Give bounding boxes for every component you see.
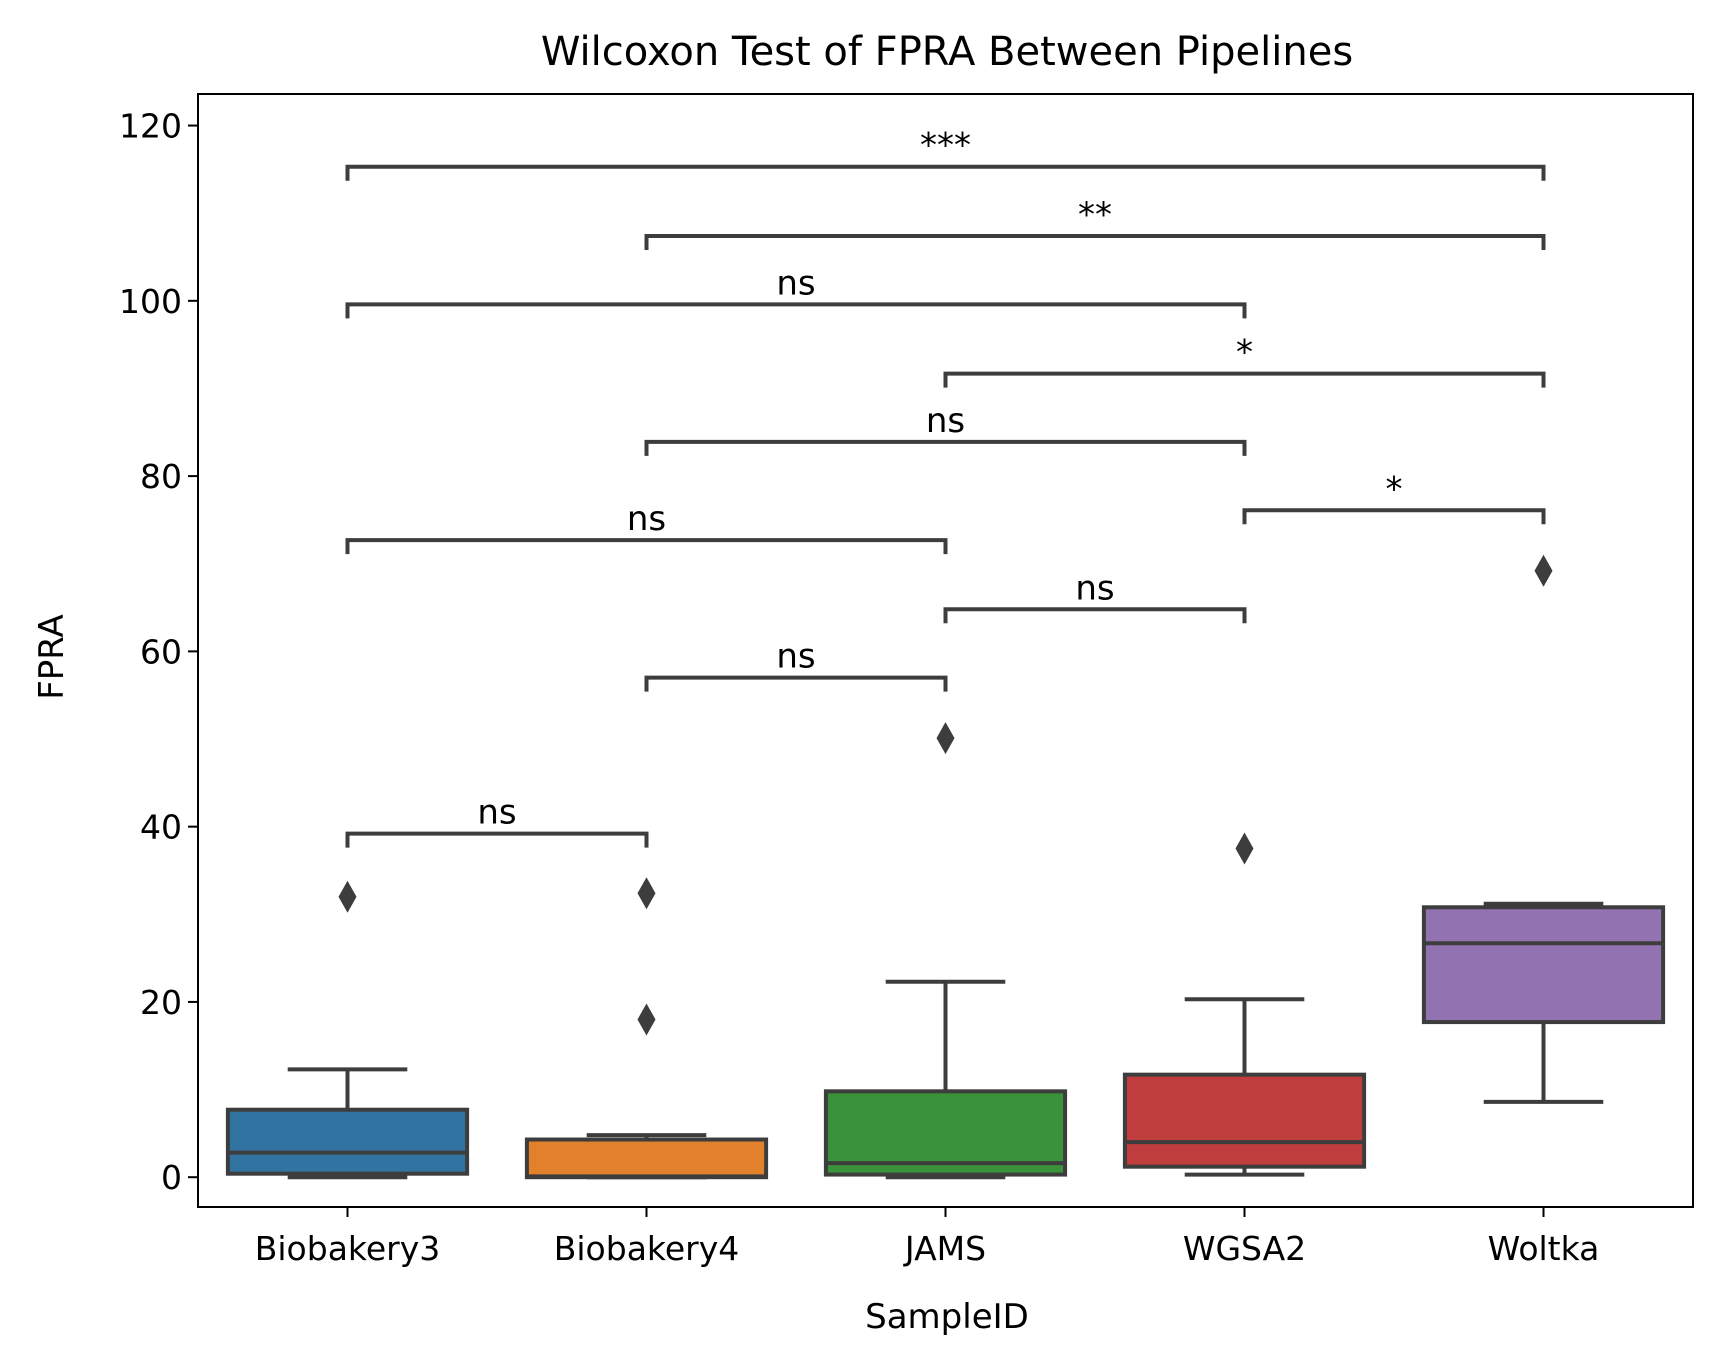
significance-bracket: ** <box>644 195 1546 250</box>
outlier-marker <box>338 880 357 913</box>
significance-label: ns <box>776 263 815 303</box>
box-group-jams <box>823 722 1068 1180</box>
bracket-line <box>943 607 1247 624</box>
box-group-woltka <box>1421 554 1666 1104</box>
y-tick-label: 120 <box>119 107 182 146</box>
significance-label: ns <box>477 793 516 833</box>
x-tick-label: JAMS <box>903 1229 986 1268</box>
box-body <box>1122 1072 1367 1169</box>
significance-label: ** <box>1078 195 1112 235</box>
significance-bracket: * <box>943 333 1546 388</box>
significance-label: ns <box>776 637 815 677</box>
box-body <box>225 1107 470 1176</box>
significance-label: ns <box>1075 568 1114 608</box>
bracket-line <box>644 439 1247 456</box>
bracket-line <box>644 675 948 692</box>
box-body <box>524 1137 769 1180</box>
significance-label: ns <box>926 401 965 441</box>
y-tick-label: 80 <box>140 457 182 496</box>
x-tick-label: Biobakery4 <box>554 1229 740 1268</box>
bracket-line <box>644 233 1546 250</box>
y-axis: 0 20 40 60 80 100 120 <box>119 107 198 1197</box>
bracket-line <box>943 371 1546 388</box>
outlier-marker <box>1235 832 1254 865</box>
significance-label: *** <box>920 126 971 166</box>
outlier-marker <box>1534 554 1553 587</box>
box-body <box>1421 905 1666 1025</box>
y-tick-label: 60 <box>140 632 182 671</box>
x-tick-label: Woltka <box>1488 1229 1600 1268</box>
x-axis: Biobakery3 Biobakery4 JAMS WGSA2 Woltka <box>255 1207 1600 1268</box>
significance-label: * <box>1386 469 1403 509</box>
significance-bracket: ns <box>345 263 1247 319</box>
significance-bracket: * <box>1242 469 1546 525</box>
y-tick-label: 20 <box>140 983 182 1022</box>
x-tick-label: WGSA2 <box>1183 1229 1306 1268</box>
outlier-marker <box>637 877 656 910</box>
chart-title: Wilcoxon Test of FPRA Between Pipelines <box>541 29 1353 75</box>
x-tick-label: Biobakery3 <box>255 1229 441 1268</box>
bracket-line <box>345 538 948 555</box>
y-tick-label: 0 <box>161 1158 182 1197</box>
bracket-line <box>345 302 1247 319</box>
y-tick-label: 100 <box>119 282 182 321</box>
box-body <box>823 1089 1068 1177</box>
significance-label: ns <box>627 499 666 539</box>
box-group-biobakery3 <box>225 880 470 1180</box>
significance-bracket: ns <box>943 568 1247 624</box>
box-group-biobakery4 <box>524 877 769 1180</box>
significance-bracket: ns <box>644 401 1247 456</box>
bracket-line <box>345 164 1546 181</box>
significance-bracket: *** <box>345 126 1546 181</box>
outlier-marker <box>637 1003 656 1036</box>
y-axis-label: FPRA <box>32 614 72 700</box>
x-axis-label: SampleID <box>865 1297 1029 1337</box>
significance-bracket: ns <box>345 499 948 555</box>
significance-bracket: ns <box>644 637 948 692</box>
bracket-line <box>1242 508 1546 525</box>
y-tick-label: 40 <box>140 808 182 847</box>
significance-label: * <box>1236 333 1253 373</box>
significance-bracket: ns <box>345 793 649 848</box>
box-group-wgsa2 <box>1122 832 1367 1177</box>
outlier-marker <box>936 722 955 755</box>
bracket-line <box>345 831 649 848</box>
